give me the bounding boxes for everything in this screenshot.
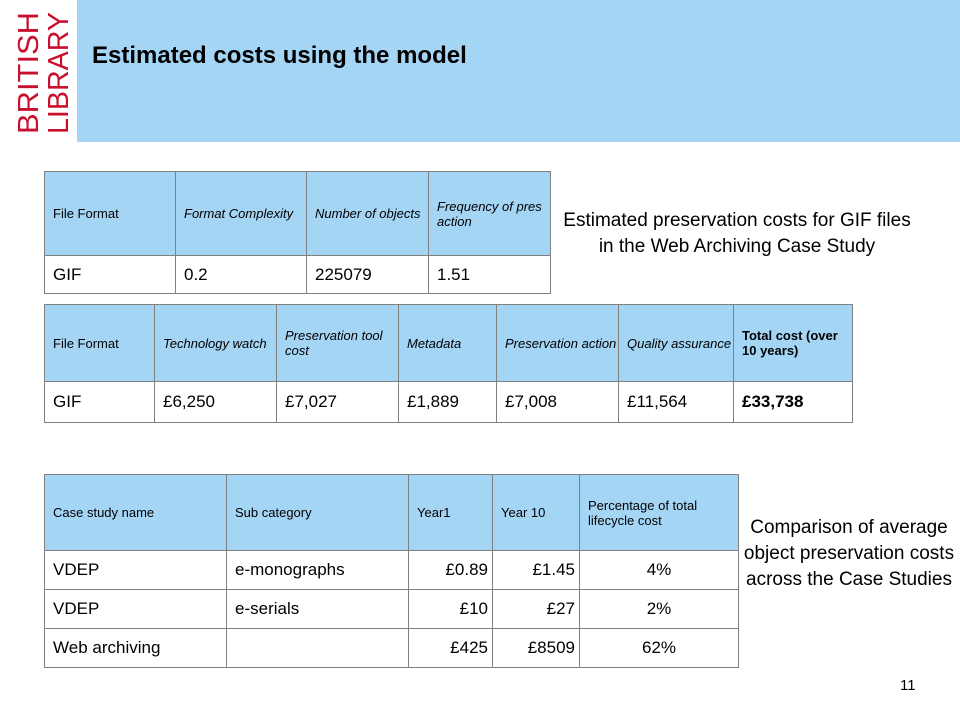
header-cell: Year1 <box>408 474 493 551</box>
header-cell: Quality assurance <box>618 304 734 382</box>
table-cell: 4% <box>579 550 739 590</box>
table-row: VDEP e-serials £10 £27 2% <box>44 589 739 629</box>
table-cell: GIF <box>44 255 176 294</box>
table-cell: 62% <box>579 628 739 668</box>
table-cell: £1.45 <box>492 550 580 590</box>
logo-wordmark: BRITISH LIBRARY <box>13 12 74 134</box>
table-cell: e-monographs <box>226 550 409 590</box>
table-cell: £11,564 <box>618 381 734 423</box>
header-cell: Format Complexity <box>175 171 307 256</box>
table-cell: £0.89 <box>408 550 493 590</box>
table-cell-total: £33,738 <box>733 381 853 423</box>
header-cell: File Format <box>44 171 176 256</box>
header-cell: Total cost (over 10 years) <box>733 304 853 382</box>
table-cell: GIF <box>44 381 155 423</box>
page-number: 11 <box>900 677 916 694</box>
table-row: GIF 0.2 225079 1.51 <box>44 255 551 294</box>
table-cell: £7,008 <box>496 381 619 423</box>
cost-breakdown-table: File Format Technology watch Preservatio… <box>44 304 853 423</box>
table-cell: £7,027 <box>276 381 399 423</box>
page-title: Estimated costs using the model <box>92 42 467 69</box>
gif-costs-caption: Estimated preservation costs for GIF fil… <box>563 210 911 257</box>
header-cell: Year 10 <box>492 474 580 551</box>
logo-line-library: LIBRARY <box>43 12 74 134</box>
table-cell: e-serials <box>226 589 409 629</box>
table-cell: 1.51 <box>428 255 551 294</box>
header-cell: Frequency of pres action <box>428 171 551 256</box>
table-cell: VDEP <box>44 550 227 590</box>
table-cell: £27 <box>492 589 580 629</box>
table-cell: Web archiving <box>44 628 227 668</box>
table-cell: £8509 <box>492 628 580 668</box>
header-cell: Number of objects <box>306 171 429 256</box>
british-library-logo: BRITISH LIBRARY <box>0 0 76 142</box>
header-cell: Preservation tool cost <box>276 304 399 382</box>
table-header-row: File Format Technology watch Preservatio… <box>44 304 853 382</box>
table-header-row: File Format Format Complexity Number of … <box>44 171 551 256</box>
case-study-comparison-table: Case study name Sub category Year1 Year … <box>44 474 739 668</box>
table-cell: £6,250 <box>154 381 277 423</box>
table-cell: 2% <box>579 589 739 629</box>
header-cell: Case study name <box>44 474 227 551</box>
header-cell: Metadata <box>398 304 497 382</box>
table-cell: VDEP <box>44 589 227 629</box>
header-cell: Percentage of total lifecycle cost <box>579 474 739 551</box>
table-row: Web archiving £425 £8509 62% <box>44 628 739 668</box>
header-cell: Preservation action <box>496 304 619 382</box>
table-cell: 0.2 <box>175 255 307 294</box>
header-cell: Sub category <box>226 474 409 551</box>
table-cell: £425 <box>408 628 493 668</box>
table-cell: £1,889 <box>398 381 497 423</box>
logo-line-british: BRITISH <box>13 12 45 134</box>
table-header-row: Case study name Sub category Year1 Year … <box>44 474 739 551</box>
header-cell: Technology watch <box>154 304 277 382</box>
table-cell <box>226 628 409 668</box>
comparison-caption: Comparison of average object preservatio… <box>743 517 955 590</box>
table-cell: £10 <box>408 589 493 629</box>
table-cell: 225079 <box>306 255 429 294</box>
table-row: GIF £6,250 £7,027 £1,889 £7,008 £11,564 … <box>44 381 853 423</box>
header-cell: File Format <box>44 304 155 382</box>
format-parameters-table: File Format Format Complexity Number of … <box>44 171 551 294</box>
table-row: VDEP e-monographs £0.89 £1.45 4% <box>44 550 739 590</box>
header-band <box>77 0 960 142</box>
